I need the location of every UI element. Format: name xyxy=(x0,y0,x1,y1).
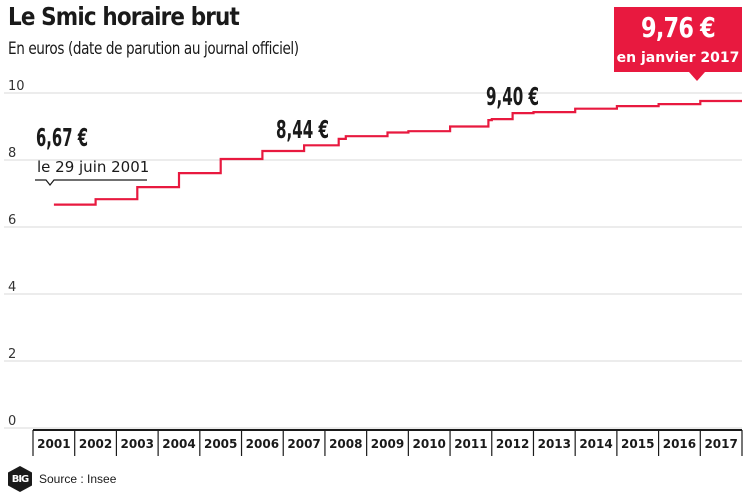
x-tick-label: 2001 xyxy=(37,437,70,451)
y-tick-label: 10 xyxy=(8,79,25,94)
series-line xyxy=(53,99,742,206)
x-tick-label: 2014 xyxy=(579,437,612,451)
y-tick-label: 4 xyxy=(8,280,16,295)
last-value-label: 9,76 € xyxy=(641,11,716,44)
grid xyxy=(4,92,742,429)
logo-text: BIG xyxy=(11,473,30,485)
x-tick-label: 2015 xyxy=(621,437,654,451)
x-tick-label: 2007 xyxy=(287,437,320,451)
last-value-callout: 9,76 € en janvier 2017 xyxy=(614,7,742,72)
y-tick-label: 8 xyxy=(8,146,16,161)
last-date-label: en janvier 2017 xyxy=(616,50,740,66)
x-tick-label: 2016 xyxy=(663,437,696,451)
x-tick-label: 2005 xyxy=(204,437,237,451)
y-tick-label: 6 xyxy=(8,213,16,228)
x-tick-label: 2012 xyxy=(496,437,529,451)
first-date-label: le 29 juin 2001 xyxy=(37,158,149,176)
x-tick-label: 2017 xyxy=(704,437,737,451)
first-value-label: 6,67 € xyxy=(36,123,88,152)
y-tick-label: 2 xyxy=(8,347,16,362)
mid1-value-label: 8,44 € xyxy=(276,115,329,144)
first-callout-line xyxy=(35,179,147,186)
x-tick-label: 2002 xyxy=(79,437,112,451)
y-axis: 0 2 4 6 8 10 xyxy=(8,79,25,429)
chart-title: Le Smic horaire brut xyxy=(8,2,240,31)
annotations: 6,67 € le 29 juin 2001 8,44 € 9,40 € xyxy=(35,82,539,186)
x-tick-label: 2013 xyxy=(538,437,571,451)
chart-subtitle: En euros (date de parution au journal of… xyxy=(8,39,299,59)
x-axis: 2001 2002 2003 2004 2005 2006 2007 2008 2009 2010… xyxy=(32,429,743,456)
y-tick-label: 0 xyxy=(8,414,16,429)
callout-pointer xyxy=(689,72,705,81)
x-tick-label: 2004 xyxy=(162,437,195,451)
x-tick-label: 2006 xyxy=(246,437,279,451)
x-tick-label: 2008 xyxy=(329,437,362,451)
x-tick-label: 2010 xyxy=(413,437,446,451)
source-label: Source : Insee xyxy=(39,472,117,486)
footer: BIG Source : Insee xyxy=(8,466,116,492)
mid2-value-label: 9,40 € xyxy=(486,82,539,111)
x-tick-label: 2009 xyxy=(371,437,404,451)
x-tick-label: 2003 xyxy=(121,437,154,451)
logo: BIG xyxy=(8,466,32,492)
x-tick-label: 2011 xyxy=(454,437,487,451)
